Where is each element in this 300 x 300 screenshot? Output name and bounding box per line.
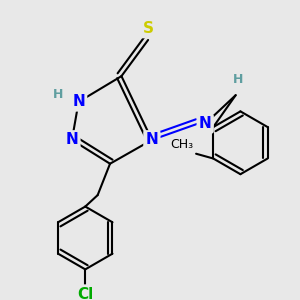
Text: Cl: Cl (77, 286, 93, 300)
Text: N: N (146, 132, 158, 147)
Text: N: N (199, 116, 211, 131)
Text: S: S (142, 21, 154, 36)
Text: N: N (72, 94, 85, 110)
Text: H: H (232, 74, 243, 86)
Text: CH₃: CH₃ (170, 138, 193, 151)
Text: N: N (66, 132, 78, 147)
Text: H: H (52, 88, 63, 101)
